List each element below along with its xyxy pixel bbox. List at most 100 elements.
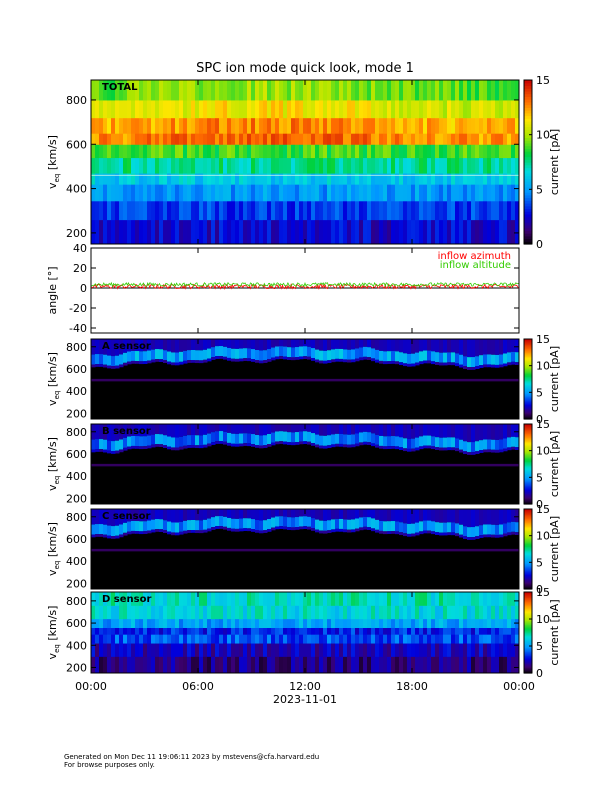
heatmap-cell	[139, 446, 144, 450]
heatmap-cell	[471, 627, 476, 635]
colorbar-tick-label: 0	[536, 583, 543, 596]
heatmap-cell	[215, 117, 220, 134]
heatmap-cell	[459, 634, 464, 644]
heatmap-cell	[127, 184, 132, 202]
heatmap-cell	[351, 656, 356, 674]
heatmap-cell	[447, 605, 452, 620]
heatmap-cell	[399, 200, 404, 221]
heatmap-cell	[167, 531, 172, 535]
heatmap-cell	[383, 361, 388, 365]
heatmap-cell	[219, 656, 224, 674]
heatmap-cell	[423, 350, 428, 361]
heatmap-cell	[451, 133, 456, 145]
heatmap-cell	[279, 441, 284, 444]
heatmap-cell	[367, 184, 372, 202]
heatmap-cell	[511, 605, 516, 620]
heatmap-cell	[435, 219, 440, 245]
heatmap-cell	[151, 219, 156, 245]
heatmap-cell	[483, 634, 488, 644]
colorbar-cell	[524, 620, 532, 623]
heatmap-cell	[399, 522, 404, 533]
heatmap-cell	[507, 200, 512, 221]
heatmap-cell	[99, 534, 104, 537]
heatmap-cell	[231, 518, 236, 529]
heatmap-cell	[119, 99, 124, 119]
colorbar-cell	[524, 379, 532, 381]
heatmap-cell	[439, 157, 444, 174]
colorbar-cell	[524, 416, 532, 419]
heatmap-cell	[231, 184, 236, 202]
heatmap-cell	[119, 592, 124, 606]
heatmap-cell	[491, 643, 496, 657]
colorbar-tick-label: 10	[536, 613, 550, 626]
heatmap-cell	[499, 184, 504, 202]
heatmap-cell	[451, 592, 456, 606]
heatmap-cell	[243, 339, 248, 349]
heatmap-cell	[395, 521, 400, 532]
heatmap-cell	[267, 519, 272, 530]
colorbar-cell	[524, 167, 532, 171]
heatmap-cell	[231, 643, 236, 657]
heatmap-cell	[139, 618, 144, 629]
heatmap-cell	[327, 435, 332, 446]
heatmap-cell	[439, 447, 444, 451]
heatmap-cell	[495, 133, 500, 145]
heatmap-cell	[479, 133, 484, 145]
heatmap-cell	[475, 424, 480, 442]
colorbar-cell	[524, 555, 532, 558]
heatmap-cell	[471, 452, 476, 455]
heatmap-cell	[343, 359, 348, 363]
heatmap-cell	[259, 445, 264, 449]
heatmap-cell	[91, 524, 96, 535]
heatmap-cell	[383, 133, 388, 145]
heatmap-cell	[171, 339, 176, 353]
heatmap-cell	[403, 627, 408, 635]
heatmap-cell	[487, 524, 492, 535]
heatmap-cell	[459, 99, 464, 119]
heatmap-cell	[107, 219, 112, 245]
heatmap-cell	[247, 144, 252, 159]
heatmap-cell	[179, 643, 184, 657]
heatmap-cell	[199, 445, 204, 449]
colorbar-tick-label: 10	[536, 360, 550, 373]
heatmap-cell	[471, 184, 476, 202]
heatmap-cell	[335, 627, 340, 635]
heatmap-cell	[443, 643, 448, 657]
colorbar-cell	[524, 129, 532, 133]
heatmap-cell	[439, 627, 444, 635]
heatmap-cell	[275, 643, 280, 657]
heatmap-cell	[135, 656, 140, 674]
heatmap-cell	[435, 339, 440, 353]
heatmap-cell	[359, 424, 364, 433]
heatmap-cell	[291, 357, 296, 361]
panel-4-heatmap	[91, 509, 520, 589]
heatmap-cell	[267, 424, 272, 435]
heatmap-cell	[387, 656, 392, 674]
heatmap-cell	[439, 144, 444, 159]
panel-5-y-label: veq [km/s]	[46, 606, 61, 660]
heatmap-cell	[371, 200, 376, 221]
heatmap-cell	[331, 424, 336, 435]
colorbar-cell	[524, 577, 532, 579]
heatmap-cell	[279, 99, 284, 119]
heatmap-cell	[311, 634, 316, 644]
heatmap-cell	[183, 605, 188, 620]
heatmap-cell	[395, 133, 400, 145]
colorbar-cell	[524, 361, 532, 364]
heatmap-cell	[271, 157, 276, 174]
colorbar-cell	[524, 549, 532, 551]
heatmap-cell	[359, 200, 364, 221]
heatmap-cell	[95, 524, 100, 535]
heatmap-cell	[387, 634, 392, 644]
heatmap-cell	[335, 656, 340, 674]
heatmap-cell	[423, 133, 428, 145]
heatmap-cell	[107, 80, 112, 101]
heatmap-cell	[135, 605, 140, 620]
heatmap-cell	[487, 634, 492, 644]
colorbar-tick-label: 15	[536, 74, 550, 87]
heatmap-cell	[119, 634, 124, 644]
heatmap-cell	[423, 200, 428, 221]
colorbar-cell	[524, 344, 532, 347]
heatmap-cell	[455, 219, 460, 245]
